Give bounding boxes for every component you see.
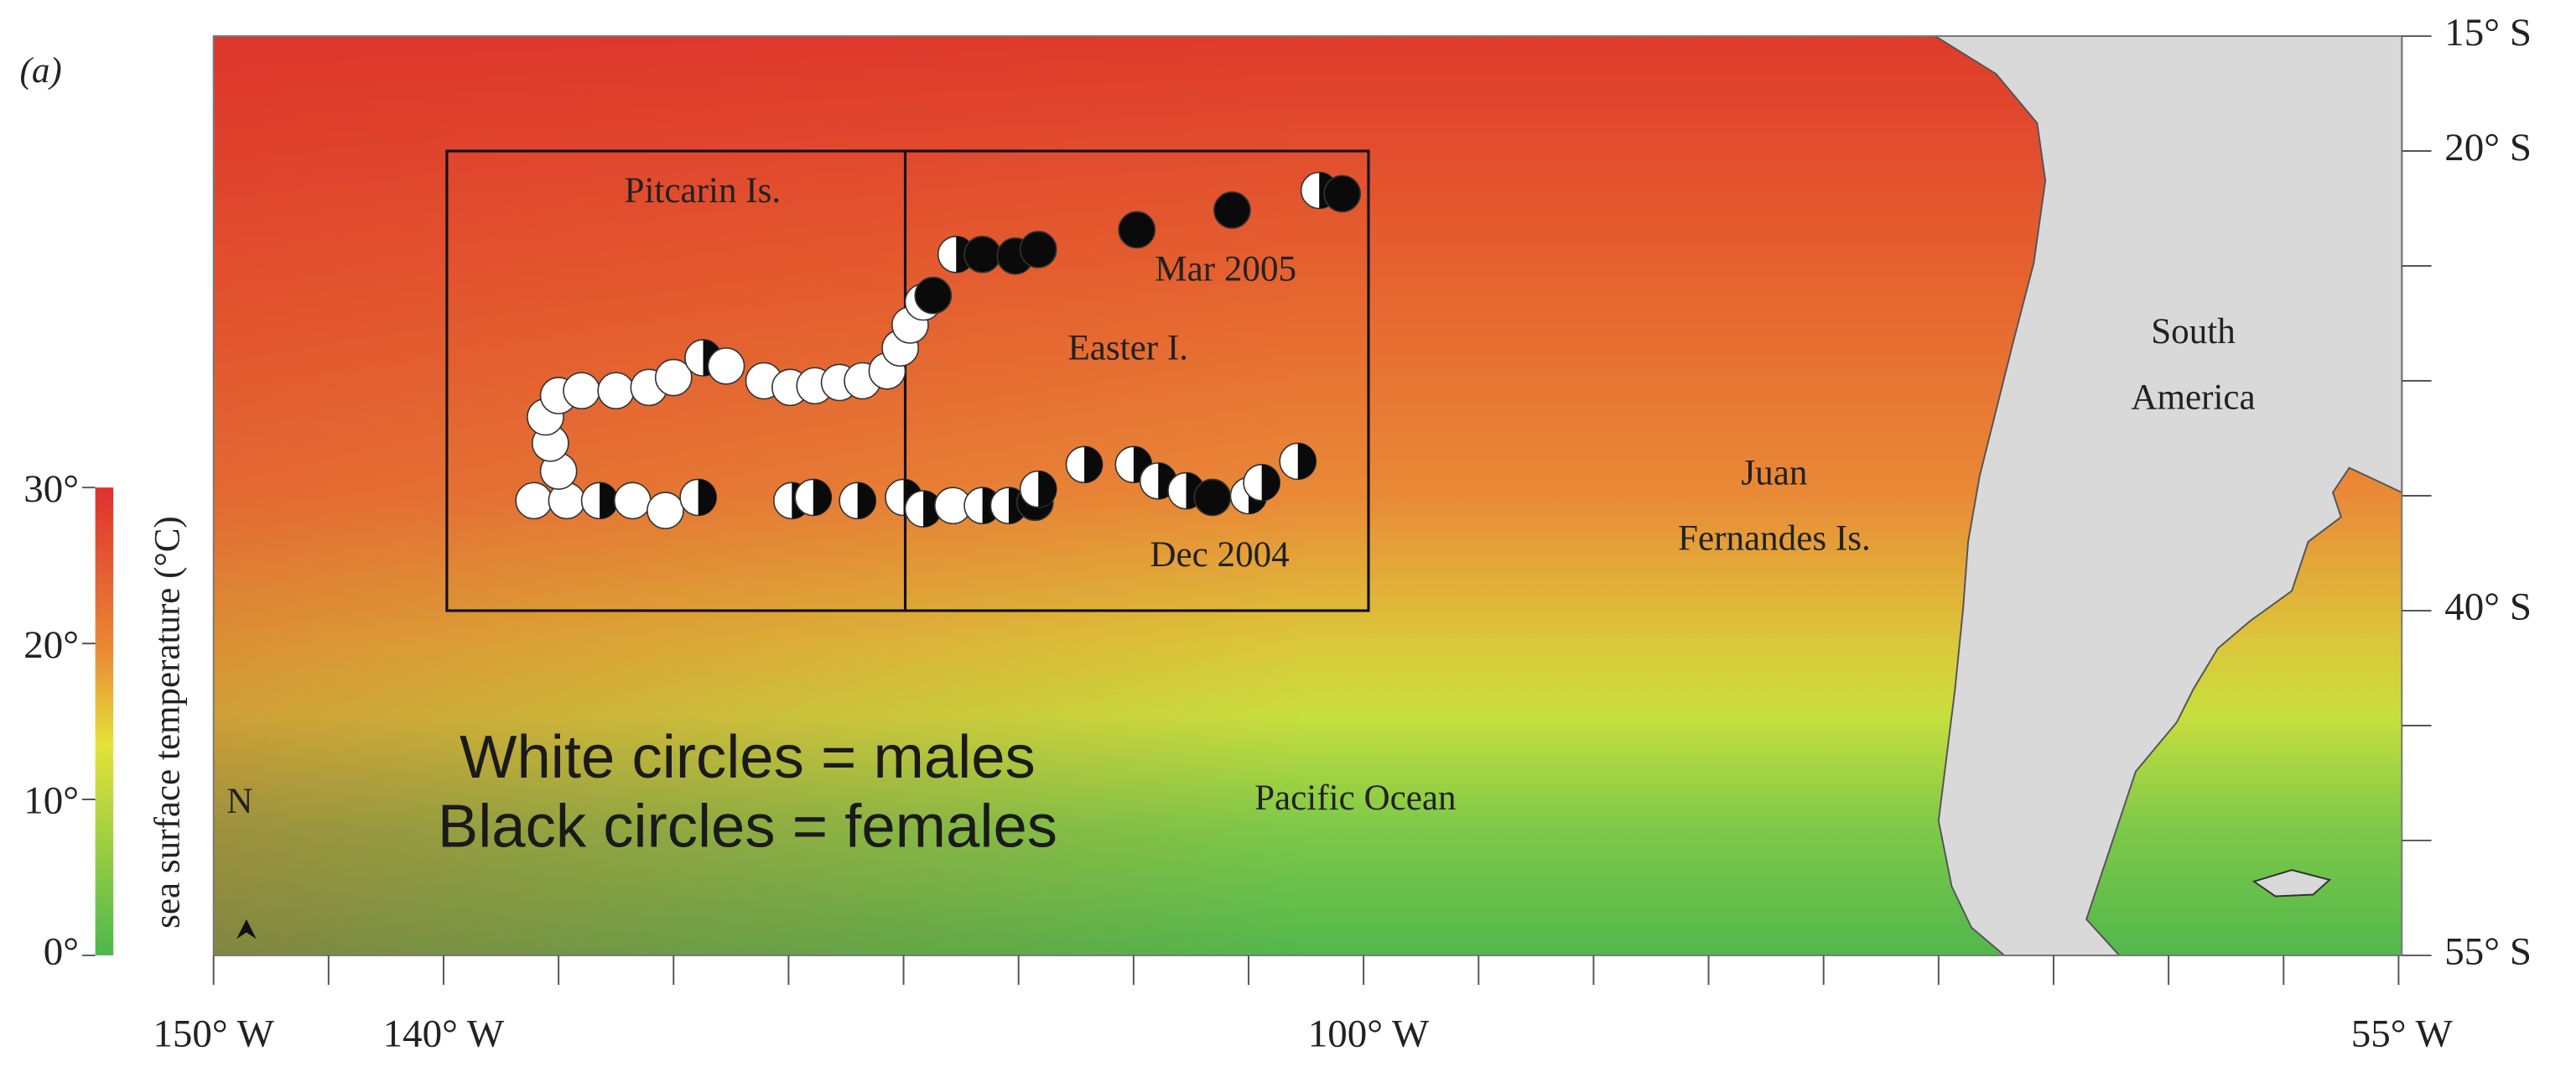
track-point <box>914 276 953 315</box>
longitude-label: 100° W <box>1308 1012 1430 1056</box>
latitude-label: 20° S <box>2444 126 2532 169</box>
tracks <box>515 171 1361 529</box>
track-point-half <box>1297 443 1317 480</box>
colorbar-tick-label: 0° <box>44 930 79 974</box>
place-label: America <box>2131 377 2255 417</box>
latitude-label: 55° S <box>2444 930 2532 974</box>
study-boxes <box>445 149 1370 612</box>
latitude-label: 40° S <box>2444 586 2532 629</box>
track-point-half <box>1084 446 1103 483</box>
legend-text: Black circles = females <box>438 792 1057 860</box>
track-point <box>515 481 553 520</box>
track-point-half <box>813 479 832 516</box>
track-point <box>613 481 652 520</box>
track-point <box>654 358 693 397</box>
panel-label: (a) <box>20 51 62 91</box>
labels: (a) Pitcarin Is. Mar 2005 Easter I. South Ame… <box>20 11 2532 1056</box>
track-point <box>707 347 745 385</box>
track-point-half <box>600 482 618 519</box>
track-point <box>1323 174 1361 213</box>
colorbar <box>95 487 114 955</box>
latitude-label: 15° S <box>2444 11 2532 55</box>
date-label: Mar 2005 <box>1155 250 1296 289</box>
place-label: Pitcarin Is. <box>624 171 781 211</box>
place-label: Juan <box>1741 453 1807 492</box>
place-label: Pacific Ocean <box>1254 778 1456 818</box>
north-label: N <box>226 782 252 821</box>
track-point <box>1118 211 1156 249</box>
longitude-label: 150° W <box>153 1012 274 1056</box>
falkland-islands <box>2251 869 2332 898</box>
track-point-half <box>698 479 717 516</box>
south-america-land <box>1932 35 2403 956</box>
colorbar-tick-label: 30° <box>23 467 79 511</box>
colorbar-label: sea surface temperature (°C) <box>148 516 188 929</box>
north-arrow <box>236 919 257 939</box>
date-label: Dec 2004 <box>1150 535 1289 575</box>
track-point <box>1019 231 1057 268</box>
longitude-label: 140° W <box>383 1012 505 1056</box>
place-label: Easter I. <box>1067 329 1188 368</box>
colorbar-tick-label: 20° <box>23 623 79 667</box>
track-point <box>647 492 684 529</box>
track-point-half <box>1261 464 1280 501</box>
place-label: South <box>2151 312 2236 351</box>
track-point <box>963 236 1001 273</box>
track-point <box>1213 191 1251 229</box>
track-point <box>597 372 636 410</box>
legend-text: White circles = males <box>460 723 1036 791</box>
track-point-half <box>857 482 876 519</box>
track-point <box>1193 478 1232 517</box>
track-point-half <box>1038 471 1057 507</box>
longitude-label: 55° W <box>2351 1012 2454 1056</box>
colorbar-tick-label: 10° <box>23 779 79 823</box>
frame-ticks <box>81 35 2432 986</box>
place-label: Fernandes Is. <box>1678 519 1871 559</box>
track-point <box>563 372 600 410</box>
